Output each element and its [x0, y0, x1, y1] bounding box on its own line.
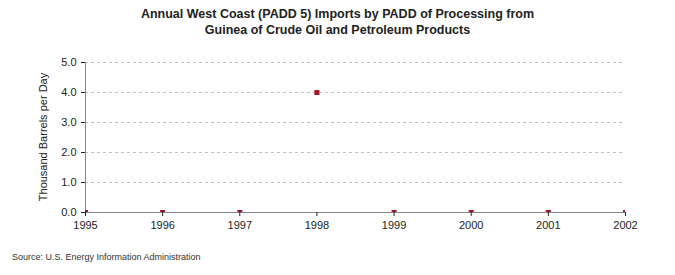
svg-text:1998: 1998 [305, 219, 329, 231]
svg-text:2002: 2002 [613, 219, 637, 231]
svg-text:1997: 1997 [228, 219, 252, 231]
svg-text:5.0: 5.0 [61, 56, 76, 68]
svg-text:2001: 2001 [536, 219, 560, 231]
svg-text:2000: 2000 [459, 219, 483, 231]
svg-text:1.0: 1.0 [61, 176, 76, 188]
svg-text:4.0: 4.0 [61, 86, 76, 98]
svg-text:0.0: 0.0 [61, 206, 76, 218]
html-text:Source: U.S. Energy Informatio: Source: U.S. Energy Information Administ… [12, 252, 201, 262]
svg-text:1995: 1995 [73, 219, 97, 231]
svg-text:2.0: 2.0 [61, 146, 76, 158]
svg-text:1996: 1996 [150, 219, 174, 231]
svg-text:1999: 1999 [382, 219, 406, 231]
svg-text:3.0: 3.0 [61, 116, 76, 128]
html-text:Annual West Coast (PADD 5) Imp: Annual West Coast (PADD 5) Imports by PA… [140, 7, 534, 37]
svg-text:Thousand Barrels per Day: Thousand Barrels per Day [37, 72, 49, 201]
